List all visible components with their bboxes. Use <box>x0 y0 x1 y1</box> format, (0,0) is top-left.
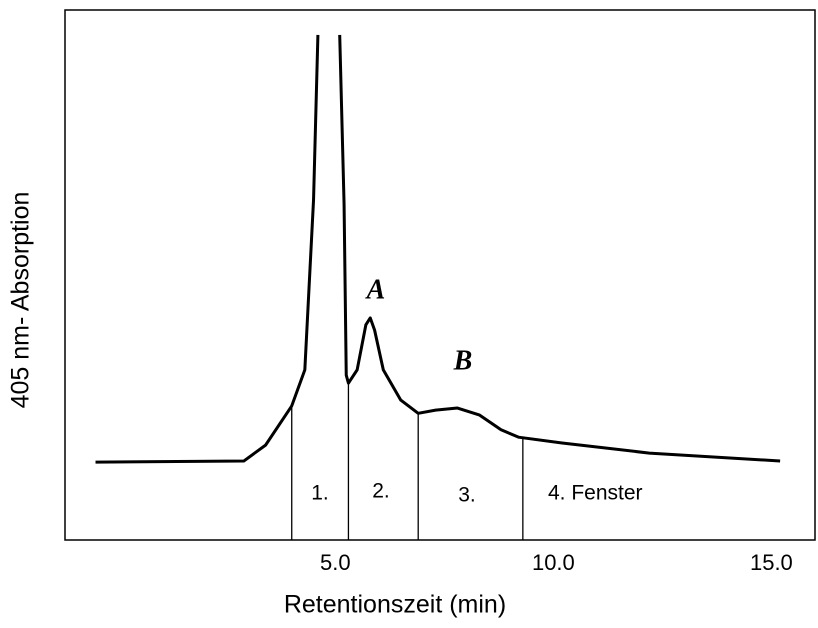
window-label: 1. <box>311 482 329 505</box>
x-tick-label: 5.0 <box>320 550 351 575</box>
window-label: 4. Fenster <box>548 482 643 505</box>
y-axis-label: 405 nm- Absorption <box>7 192 35 409</box>
plot-frame <box>64 9 816 541</box>
window-label: 3. <box>458 484 476 507</box>
peak-label: A <box>365 274 386 305</box>
series-line <box>95 34 781 464</box>
x-axis-label: Retentionszeit (min) <box>284 591 506 619</box>
x-tick-label: 10.0 <box>532 550 575 575</box>
window-label: 2. <box>372 480 390 503</box>
x-tick-label: 15.0 <box>750 550 793 575</box>
peak-label: B <box>453 345 473 376</box>
